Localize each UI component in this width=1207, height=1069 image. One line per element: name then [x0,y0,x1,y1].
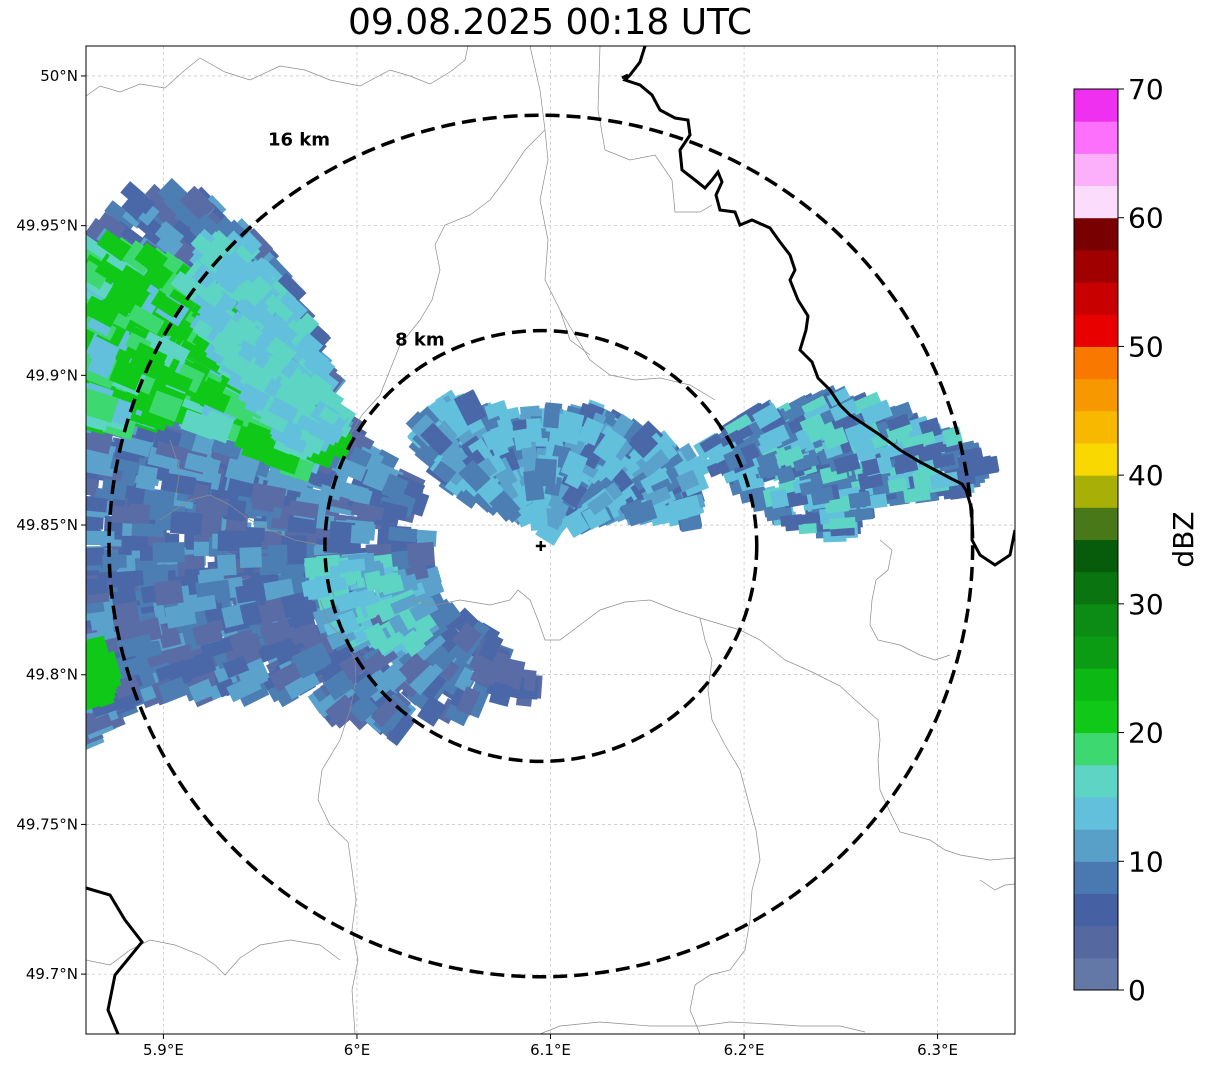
colorbar-segment [1074,217,1118,251]
colorbar-tick-label: 30 [1128,588,1164,621]
country-borders [86,46,1015,1034]
colorbar-tick-label: 50 [1128,330,1164,363]
colorbar-segment [1074,507,1118,540]
colorbar-segment [1074,475,1118,508]
colorbar-segment [1074,282,1118,315]
admin-borders [86,46,1015,1034]
colorbar-segment [1074,153,1118,187]
lon-tick-label: 6°E [344,1041,371,1059]
range-ring [323,328,759,764]
colorbar-tick-label: 10 [1128,845,1164,878]
colorbar-segment [1074,700,1118,734]
colorbar-label: dBZ [1167,511,1200,567]
range-ring [107,113,975,979]
colorbar-segment [1074,668,1118,701]
colorbar-segment [1074,636,1118,669]
range-ring-label: 16 km [268,129,330,150]
colorbar-segment [1074,829,1118,862]
colorbar-segment [1074,925,1118,959]
colorbar-segment [1074,185,1118,219]
lat-tick-label: 49.85°N [16,516,78,534]
colorbar-segment [1074,893,1118,927]
colorbar-segment [1074,571,1118,605]
colorbar-segment [1074,539,1118,573]
lat-tick-label: 49.75°N [16,815,78,833]
range-ring-label: 8 km [395,330,445,351]
colorbar-segment [1074,764,1118,798]
lon-tick-label: 5.9°E [143,1041,184,1059]
colorbar-tick-label: 20 [1128,717,1164,750]
colorbar: 0 10 20 30 40 50 60 70 dBZ [1073,73,1200,1007]
colorbar-segment [1074,732,1118,766]
lat-tick-label: 50°N [40,67,78,85]
lat-tick-label: 49.9°N [26,366,78,384]
colorbar-segment [1074,346,1118,380]
colorbar-tick-label: 70 [1128,73,1164,106]
colorbar-segment [1074,410,1118,444]
colorbar-segment [1074,603,1118,637]
lon-tick-label: 6.3°E [917,1041,958,1059]
lon-tick-label: 6.1°E [530,1041,571,1059]
map-title: 09.08.2025 00:18 UTC [347,2,753,43]
colorbar-segment [1074,121,1118,154]
lat-tick-label: 49.7°N [26,965,78,983]
colorbar-segment [1074,378,1118,412]
radar-site-marker [535,540,546,551]
map-axes: 5.9°E 6°E 6.1°E 6.2°E 6.3°E 49.7°N 49.75°N 49.8… [16,67,958,1059]
colorbar-segment [1074,314,1118,347]
colorbar-tick-label: 0 [1128,974,1146,1007]
colorbar-segment [1074,89,1118,122]
lon-tick-label: 6.2°E [724,1041,765,1059]
colorbar-segment [1074,442,1118,476]
range-rings: 8 km 16 km [107,113,975,979]
colorbar-segment [1074,861,1118,894]
lat-tick-label: 49.95°N [16,217,78,235]
lat-tick-label: 49.8°N [26,666,78,684]
colorbar-tick-label: 40 [1128,459,1164,492]
colorbar-segment [1074,957,1118,991]
colorbar-segment [1074,249,1118,283]
colorbar-segment [1074,796,1118,830]
colorbar-tick-label: 60 [1128,202,1164,235]
radar-map[interactable]: 8 km 16 km [69,46,1015,1034]
